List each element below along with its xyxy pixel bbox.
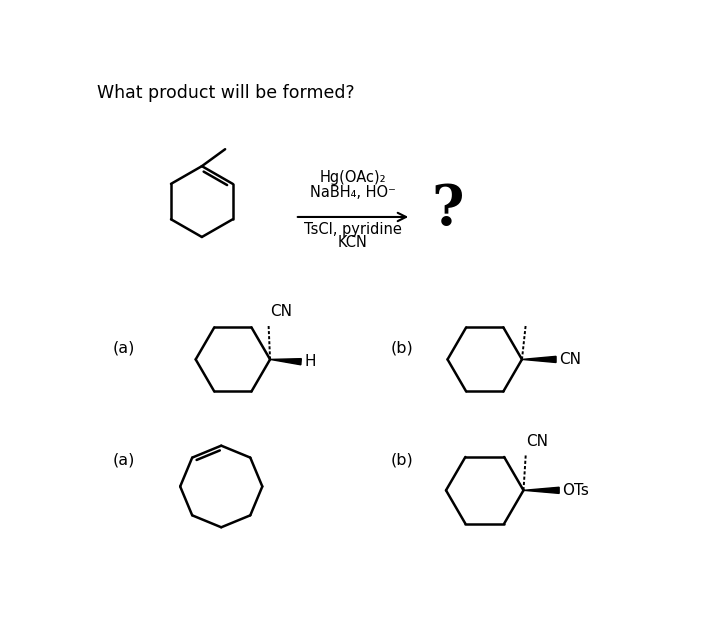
Text: NaBH₄, HO⁻: NaBH₄, HO⁻ [310, 185, 396, 200]
Polygon shape [270, 359, 301, 365]
Text: ?: ? [431, 182, 464, 237]
Text: TsCl, pyridine: TsCl, pyridine [304, 222, 402, 237]
Text: KCN: KCN [338, 235, 368, 250]
Text: (b): (b) [390, 340, 413, 355]
Text: (a): (a) [112, 452, 135, 467]
Text: (b): (b) [390, 452, 413, 467]
Text: (a): (a) [112, 340, 135, 355]
Text: CN: CN [559, 352, 581, 367]
Text: CN: CN [270, 304, 292, 319]
Text: CN: CN [526, 433, 548, 449]
Text: H: H [304, 354, 316, 369]
Polygon shape [522, 356, 556, 363]
Text: OTs: OTs [562, 483, 589, 498]
Polygon shape [523, 487, 559, 494]
Text: Hg(OAc)₂: Hg(OAc)₂ [319, 170, 387, 184]
Text: What product will be formed?: What product will be formed? [97, 84, 355, 102]
